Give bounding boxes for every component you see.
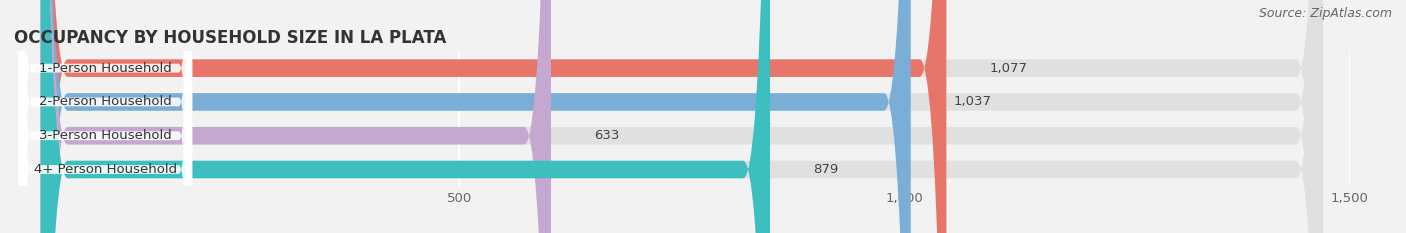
FancyBboxPatch shape xyxy=(18,0,193,233)
Text: OCCUPANCY BY HOUSEHOLD SIZE IN LA PLATA: OCCUPANCY BY HOUSEHOLD SIZE IN LA PLATA xyxy=(14,29,447,47)
Text: 1-Person Household: 1-Person Household xyxy=(39,62,172,75)
FancyBboxPatch shape xyxy=(41,0,770,233)
Text: Source: ZipAtlas.com: Source: ZipAtlas.com xyxy=(1258,7,1392,20)
FancyBboxPatch shape xyxy=(18,0,193,233)
Text: 4+ Person Household: 4+ Person Household xyxy=(34,163,177,176)
Text: 879: 879 xyxy=(813,163,838,176)
FancyBboxPatch shape xyxy=(41,0,1323,233)
FancyBboxPatch shape xyxy=(18,0,193,233)
Text: 3-Person Household: 3-Person Household xyxy=(39,129,172,142)
Text: 2-Person Household: 2-Person Household xyxy=(39,96,172,108)
FancyBboxPatch shape xyxy=(41,0,911,233)
Text: 1,037: 1,037 xyxy=(953,96,991,108)
FancyBboxPatch shape xyxy=(41,0,1323,233)
FancyBboxPatch shape xyxy=(41,0,551,233)
Text: 1,077: 1,077 xyxy=(988,62,1028,75)
FancyBboxPatch shape xyxy=(18,0,193,233)
FancyBboxPatch shape xyxy=(41,0,1323,233)
FancyBboxPatch shape xyxy=(41,0,946,233)
Text: 633: 633 xyxy=(593,129,619,142)
FancyBboxPatch shape xyxy=(41,0,1323,233)
